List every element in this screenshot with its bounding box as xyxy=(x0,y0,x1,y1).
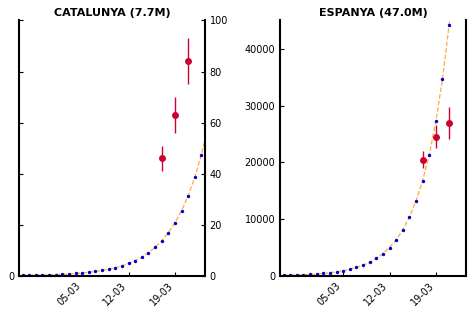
Point xyxy=(359,263,367,268)
Point xyxy=(326,270,334,275)
Point xyxy=(26,273,33,278)
Point xyxy=(406,215,413,220)
Point xyxy=(426,152,433,157)
Point xyxy=(204,124,212,129)
Point xyxy=(19,273,27,278)
Point xyxy=(319,271,327,276)
Point xyxy=(145,250,152,255)
Point xyxy=(286,273,294,278)
Point xyxy=(419,178,427,183)
Point xyxy=(366,260,374,265)
Point xyxy=(46,272,53,277)
Point xyxy=(198,152,205,157)
Point xyxy=(59,272,66,277)
Point xyxy=(78,270,86,276)
Point xyxy=(32,273,40,278)
Point xyxy=(412,199,420,204)
Point xyxy=(105,267,112,272)
Point xyxy=(125,261,132,266)
Title: CATALUNYA (7.7M): CATALUNYA (7.7M) xyxy=(54,8,170,18)
Point xyxy=(300,272,307,277)
Point xyxy=(293,272,301,277)
Point xyxy=(392,237,400,242)
Point xyxy=(386,245,393,250)
Point xyxy=(313,271,320,276)
Point xyxy=(138,254,146,259)
Point xyxy=(85,270,92,275)
Point xyxy=(445,23,453,28)
Point xyxy=(333,269,340,274)
Point xyxy=(353,265,360,270)
Point xyxy=(65,271,73,276)
Point xyxy=(432,119,440,124)
Point xyxy=(151,245,159,250)
Point xyxy=(91,269,99,274)
Point xyxy=(346,267,354,272)
Point xyxy=(158,238,165,243)
Point xyxy=(131,258,139,263)
Point xyxy=(171,220,179,225)
Point xyxy=(118,263,126,268)
Point xyxy=(373,256,380,261)
Point xyxy=(178,208,185,213)
Title: ESPANYA (47.0M): ESPANYA (47.0M) xyxy=(319,8,428,18)
Point xyxy=(164,230,172,235)
Point xyxy=(184,193,192,198)
Point xyxy=(72,271,80,276)
Point xyxy=(379,251,387,256)
Point xyxy=(98,268,106,273)
Point xyxy=(39,272,46,277)
Point xyxy=(191,175,199,180)
Point xyxy=(439,76,447,82)
Point xyxy=(306,272,314,277)
Point xyxy=(339,268,347,273)
Point xyxy=(399,227,407,232)
Point xyxy=(280,273,287,278)
Point xyxy=(111,265,119,270)
Point xyxy=(52,272,60,277)
